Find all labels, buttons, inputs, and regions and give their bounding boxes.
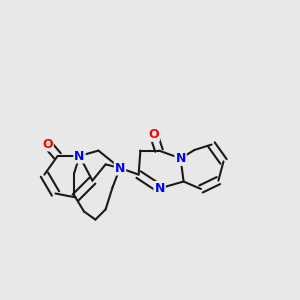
Text: N: N bbox=[74, 149, 85, 163]
Text: N: N bbox=[154, 182, 165, 195]
Text: N: N bbox=[176, 152, 186, 165]
Text: N: N bbox=[115, 161, 125, 175]
Text: O: O bbox=[42, 137, 53, 151]
Text: O: O bbox=[148, 128, 159, 141]
